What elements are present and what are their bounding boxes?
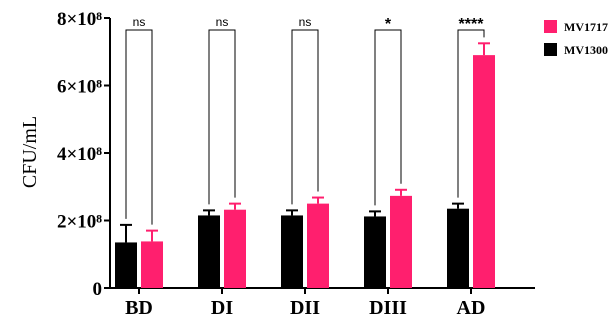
legend-label-MV1717: MV1717 (564, 20, 608, 34)
significance-bracket (291, 29, 319, 205)
x-tick-label-DI: DI (211, 297, 233, 319)
x-tick-label-BD: BD (125, 297, 153, 319)
significance-label: ns (299, 15, 312, 29)
y-axis-title: CFU/mL (19, 116, 41, 188)
significance-brackets: ns ns ns * **** (125, 15, 485, 225)
y-tick-label: 0 (93, 279, 103, 300)
x-tick-label-DIII: DIII (369, 297, 407, 319)
legend-label-MV1300: MV1300 (564, 43, 608, 57)
axes: 0 2×10⁸ 4×10⁸ 6×10⁸ 8×10⁸ BD DI DII DIII AD (57, 9, 535, 319)
significance-bracket (374, 29, 402, 206)
bar-MV1300-DIII (364, 216, 386, 288)
legend-swatch-MV1717 (544, 20, 557, 33)
bar-MV1300-BD (115, 242, 137, 288)
bar-MV1300-DI (198, 215, 220, 288)
legend: MV1717 MV1300 (544, 20, 608, 57)
y-tick-label: 8×10⁸ (57, 9, 102, 30)
legend-swatch-MV1300 (544, 43, 557, 56)
significance-bracket (125, 29, 153, 225)
y-tick-label: 4×10⁸ (57, 144, 102, 165)
significance-label: ns (216, 15, 229, 29)
bar-MV1300-DII (281, 215, 303, 288)
bar-MV1717-BD (141, 241, 163, 288)
significance-label: * (385, 16, 392, 33)
y-tick-label: 6×10⁸ (57, 77, 102, 98)
y-tick-label: 2×10⁸ (57, 212, 102, 233)
x-tick-label-DII: DII (290, 297, 320, 319)
significance-label: ns (133, 15, 146, 29)
significance-bracket (457, 29, 485, 198)
bar-MV1717-DI (224, 209, 246, 288)
bar-MV1717-DIII (390, 195, 412, 288)
x-tick-label-AD: AD (457, 297, 486, 319)
bar-MV1717-AD (473, 55, 495, 288)
bar-MV1300-AD (447, 208, 469, 288)
significance-label: **** (459, 16, 485, 33)
significance-bracket (208, 29, 236, 205)
bars (115, 42, 495, 288)
bar-MV1717-DII (307, 203, 329, 288)
